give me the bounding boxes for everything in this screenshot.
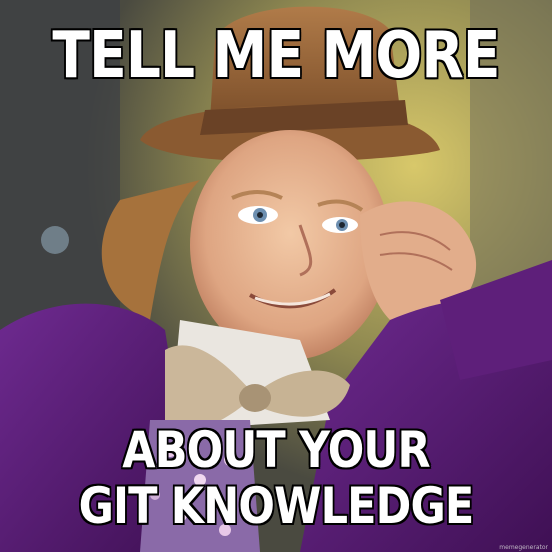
hair — [101, 180, 200, 320]
hand — [360, 201, 477, 320]
bottom-caption: ABOUT YOUR GIT KNOWLEDGE — [39, 421, 514, 535]
bow-tie — [165, 320, 350, 432]
bottom-caption-line-2: GIT KNOWLEDGE — [78, 477, 475, 535]
top-caption: TELL ME MORE — [52, 19, 502, 93]
bottom-caption-line-1: ABOUT YOUR — [121, 421, 431, 479]
floral-vest — [140, 420, 260, 552]
face — [190, 130, 390, 360]
watermark: memegenerator — [499, 544, 548, 551]
